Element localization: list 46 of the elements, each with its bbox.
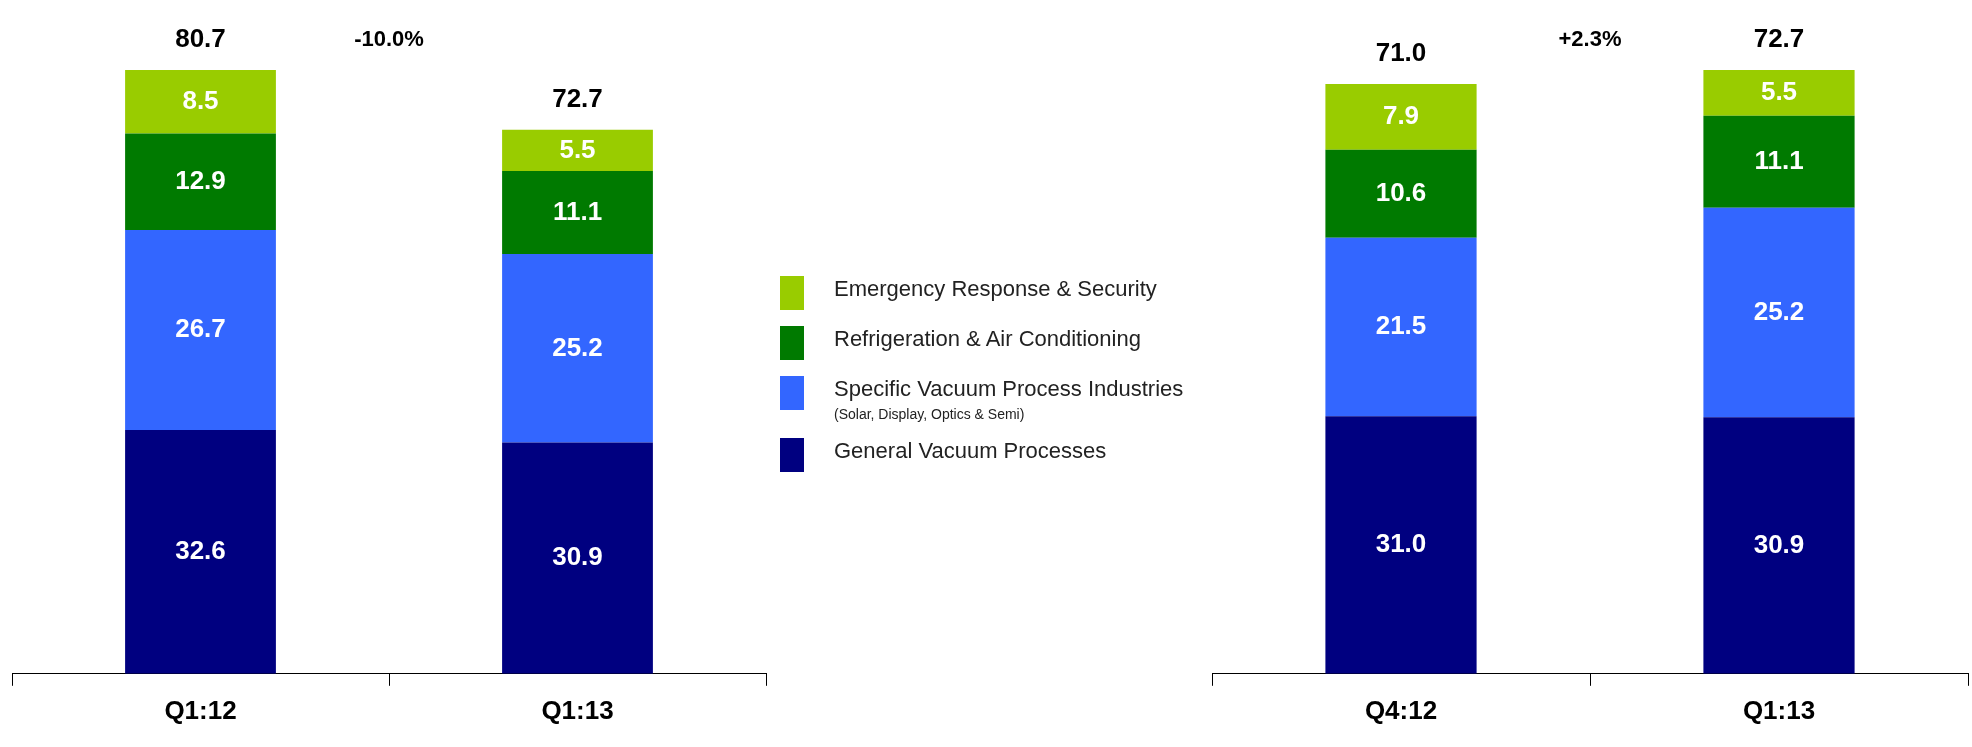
bar xyxy=(125,429,276,674)
data-label: 12.9 xyxy=(175,165,226,196)
legend-label: Refrigeration & Air Conditioning xyxy=(834,325,1141,352)
x-tick-label: Q4:12 xyxy=(1364,694,1438,725)
bar xyxy=(502,129,653,172)
bar xyxy=(1325,84,1477,150)
legend-label: Specific Vacuum Process Industries (Solar, Display, Optics & Semi) xyxy=(834,375,1184,422)
bar xyxy=(1703,115,1855,208)
x-tick-label: Q1:13 xyxy=(1742,694,1816,725)
bar xyxy=(1325,237,1477,417)
bar xyxy=(125,230,276,430)
total-label: 72.7 xyxy=(1753,23,1805,54)
bar xyxy=(1325,416,1477,674)
bar xyxy=(125,133,276,231)
data-label: 31.0 xyxy=(1375,528,1427,559)
bar xyxy=(1703,70,1855,116)
text: +2.3% xyxy=(1558,26,1622,52)
bar xyxy=(1325,149,1477,238)
data-label: 26.7 xyxy=(175,313,226,344)
text: -10.0% xyxy=(354,26,424,52)
bar xyxy=(1703,207,1855,418)
legend-label: General Vacuum Processes xyxy=(834,437,1107,464)
bar xyxy=(125,70,276,134)
data-label: 5.5 xyxy=(1760,76,1798,107)
x-tick-label: Q1:13 xyxy=(541,694,614,725)
data-label: 30.9 xyxy=(1753,528,1805,559)
data-label: 25.2 xyxy=(552,331,603,362)
bar xyxy=(502,442,653,674)
data-label: 21.5 xyxy=(1375,310,1427,341)
data-label: 8.5 xyxy=(182,84,219,115)
data-label: 30.9 xyxy=(552,541,603,572)
legend-label: Emergency Response & Security xyxy=(834,275,1157,302)
bar xyxy=(502,254,653,443)
x-tick-label: Q1:12 xyxy=(164,694,237,725)
data-label: 25.2 xyxy=(1753,295,1805,326)
total-label: 71.0 xyxy=(1375,37,1427,68)
data-label: 11.1 xyxy=(552,195,603,226)
bar xyxy=(502,171,653,255)
data-label: 5.5 xyxy=(559,133,596,164)
total-label: 72.7 xyxy=(552,83,603,114)
data-label: 32.6 xyxy=(175,535,226,566)
data-label: 11.1 xyxy=(1754,144,1804,175)
total-label: 80.7 xyxy=(175,23,226,54)
data-label: 10.6 xyxy=(1375,176,1427,207)
data-label: 7.9 xyxy=(1382,100,1420,131)
bar xyxy=(1703,417,1855,674)
